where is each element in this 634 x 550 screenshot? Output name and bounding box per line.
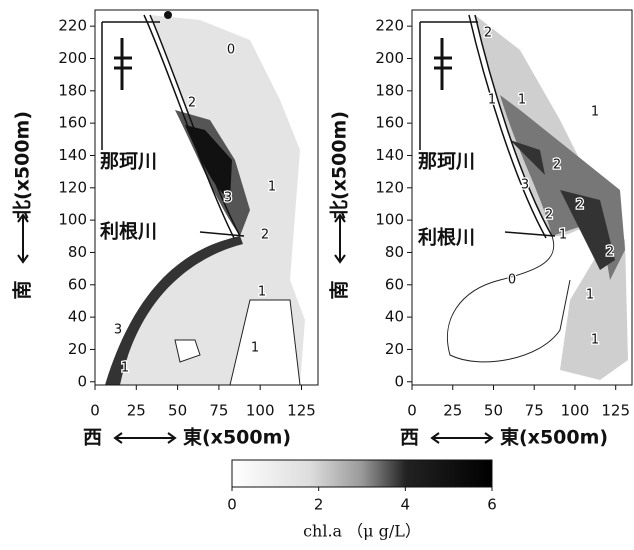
contour-label: 1	[121, 361, 129, 376]
contour-label: 2	[553, 158, 561, 173]
y-arrow	[17, 213, 29, 264]
contour-label: 1	[591, 333, 599, 348]
x-tick-label: 50	[168, 402, 187, 420]
y-tick-label: 0	[394, 372, 404, 390]
x-axis-label-west: 西	[400, 427, 419, 449]
y-tick-label: 180	[375, 81, 404, 99]
colorbar-tick-label: 2	[314, 496, 324, 514]
colorbar-tick-label: 0	[227, 496, 237, 514]
y-axis-label-south: 南	[12, 280, 34, 299]
map-left	[101, 11, 305, 386]
contour-label: 2	[261, 228, 269, 243]
contour-label: 2	[188, 96, 196, 111]
y-tick-label: 220	[58, 17, 87, 35]
colorbar-label: chl.a （μ g/L）	[303, 522, 421, 541]
x-tick-label: 25	[127, 402, 146, 420]
contour-label: 1	[251, 341, 259, 356]
y-arrow	[334, 213, 346, 264]
plot-frame	[94, 9, 319, 386]
y-tick-label: 120	[375, 178, 404, 196]
y-tick-label: 120	[58, 178, 87, 196]
contour-label: 1	[268, 180, 276, 195]
river-label: 那珂川	[418, 151, 475, 173]
y-tick-label: 60	[385, 275, 404, 293]
y-tick-label: 40	[68, 308, 87, 326]
y-axis-label: 北(x500m)	[329, 111, 351, 219]
y-tick-label: 180	[58, 81, 87, 99]
x-arrow	[113, 432, 177, 444]
y-tick-label: 40	[385, 308, 404, 326]
y-tick-label: 140	[375, 146, 404, 164]
contour-label: 0	[227, 43, 235, 58]
y-tick-label: 160	[58, 114, 87, 132]
contour-label: 1	[586, 288, 594, 303]
y-tick-label: 100	[58, 211, 87, 229]
y-tick-label: 200	[58, 49, 87, 67]
y-tick-label: 160	[375, 114, 404, 132]
x-tick-label: 100	[561, 402, 590, 420]
plot-frame	[411, 9, 633, 386]
y-tick-label: 20	[385, 340, 404, 358]
contour-label: 3	[114, 323, 122, 338]
y-axis-label-south: 南	[329, 280, 351, 299]
map-right	[419, 14, 628, 380]
y-axis-label: 北(x500m)	[12, 111, 34, 219]
x-tick-label: 100	[246, 402, 275, 420]
x-axis-label: 東(x500m)	[500, 426, 608, 449]
x-tick-label: 125	[601, 402, 630, 420]
y-tick-label: 200	[375, 49, 404, 67]
contour-label: 2	[576, 198, 584, 213]
contour-label: 0	[508, 273, 516, 288]
x-arrow	[430, 432, 494, 444]
contour-label: 2	[545, 208, 553, 223]
x-tick-label: 0	[407, 402, 417, 420]
contour-label: 3	[521, 178, 529, 193]
contour-label: 3	[224, 191, 232, 206]
x-axis-label: 東(x500m)	[183, 426, 291, 449]
x-tick-label: 50	[484, 402, 503, 420]
river-label: 利根川	[418, 226, 475, 249]
x-tick-label: 125	[287, 402, 316, 420]
x-tick-label: 75	[209, 402, 228, 420]
colorbar-tick-label: 4	[401, 496, 411, 514]
contour-label: 2	[606, 245, 614, 260]
y-tick-label: 0	[77, 372, 87, 390]
contour-label: 1	[559, 228, 567, 243]
contour-label: 1	[488, 93, 496, 108]
river-label: 利根川	[100, 220, 157, 243]
y-tick-label: 20	[68, 340, 87, 358]
y-tick-label: 60	[68, 275, 87, 293]
x-tick-label: 25	[443, 402, 462, 420]
x-tick-label: 0	[90, 402, 100, 420]
y-tick-label: 100	[375, 211, 404, 229]
contour-label: 2	[484, 26, 492, 41]
y-tick-label: 80	[385, 243, 404, 261]
y-tick-label: 220	[375, 17, 404, 35]
contour-label: 1	[258, 285, 266, 300]
colorbar	[231, 459, 493, 488]
x-axis-label-west: 西	[83, 427, 102, 449]
colorbar-tick-label: 6	[487, 496, 497, 514]
contour-label: 1	[518, 93, 526, 108]
x-tick-label: 75	[525, 402, 544, 420]
contour-label: 1	[591, 105, 599, 120]
river-label: 那珂川	[100, 151, 157, 173]
y-tick-label: 80	[68, 243, 87, 261]
y-tick-label: 140	[58, 146, 87, 164]
